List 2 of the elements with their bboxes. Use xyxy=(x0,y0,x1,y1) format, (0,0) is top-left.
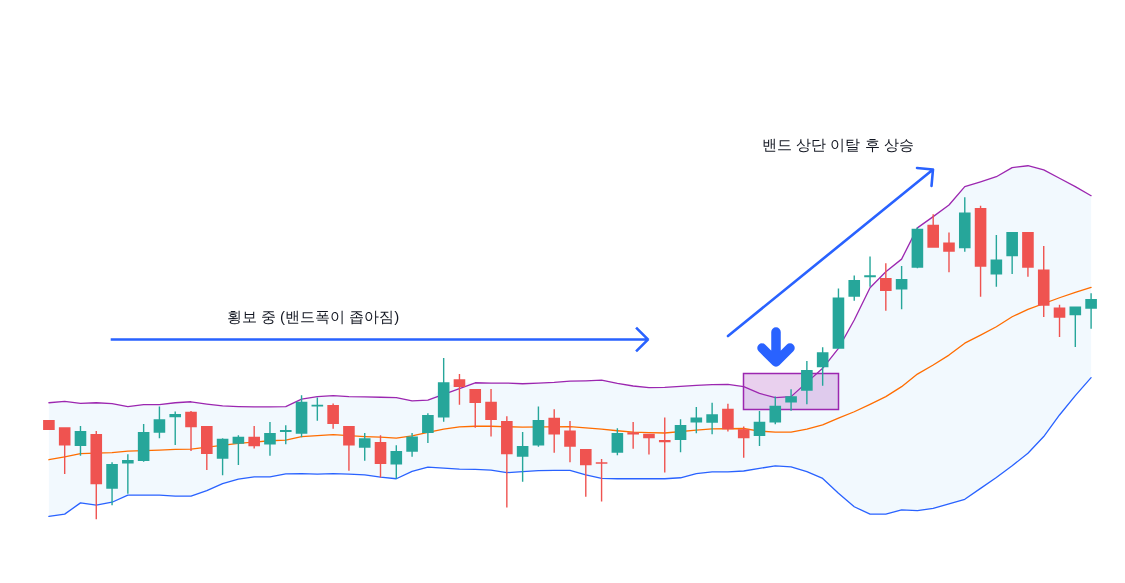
annotation: 횡보 중 (밴드폭이 좁아짐) xyxy=(226,308,400,325)
annotation: 밴드 상단 이탈 후 상승 xyxy=(762,136,914,153)
